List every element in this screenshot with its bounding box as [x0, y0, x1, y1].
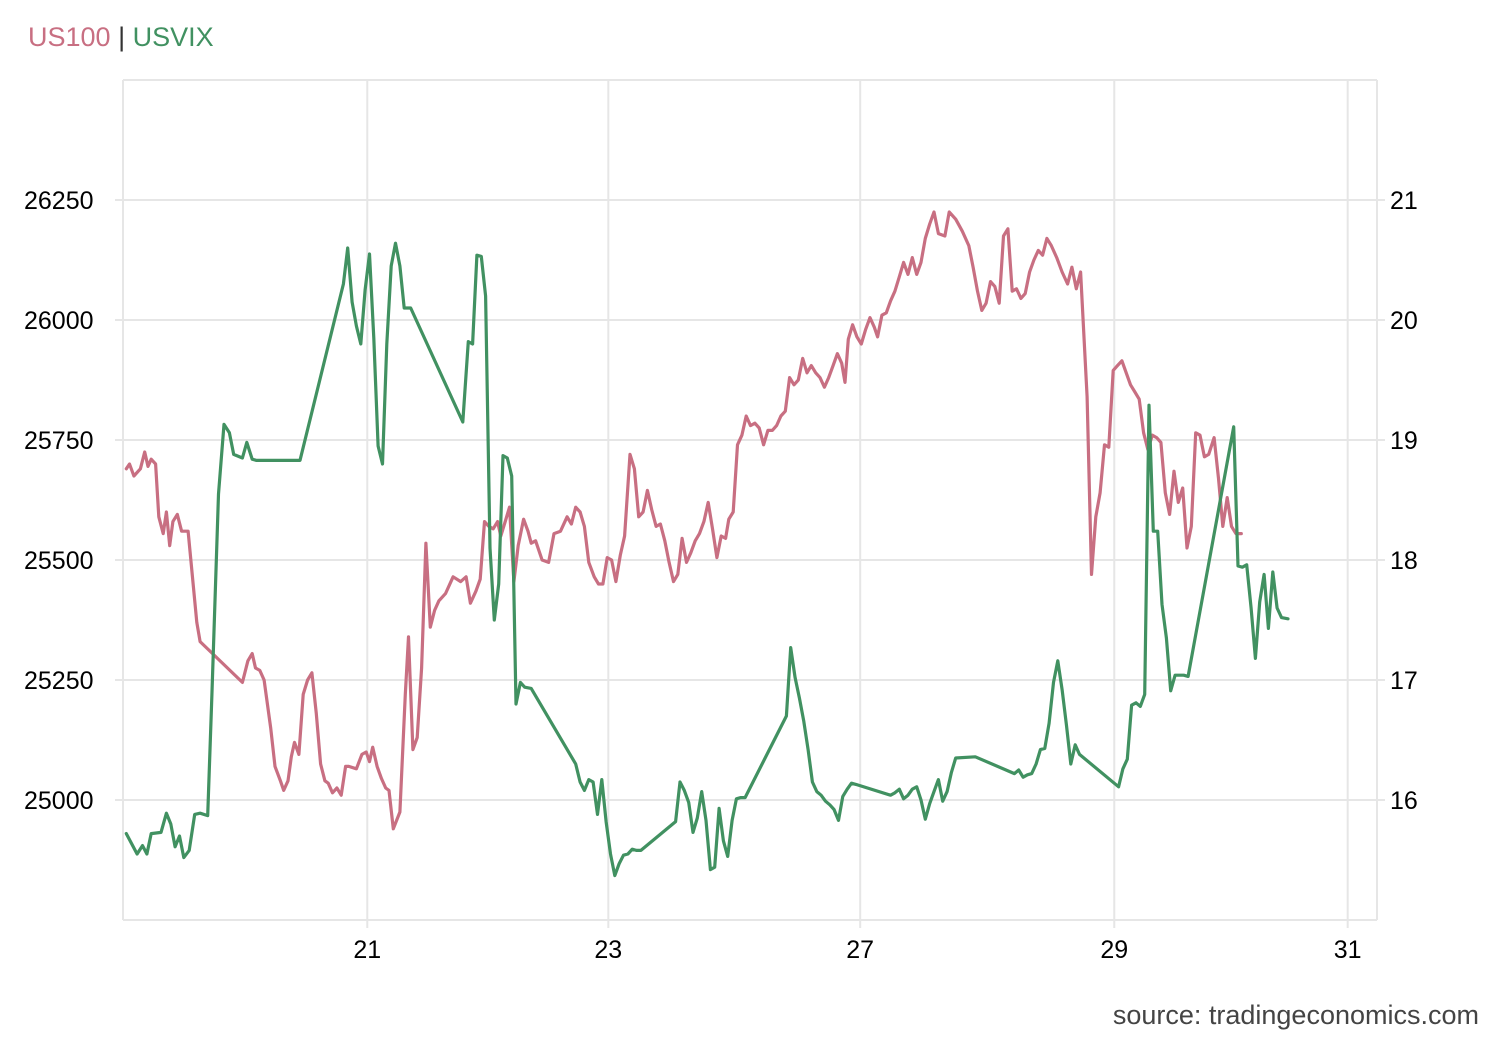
chart-series	[124, 210, 1290, 878]
series-line-us100	[124, 210, 1243, 831]
y-left-tick-label: 26250	[24, 187, 94, 215]
x-tick-label: 23	[594, 936, 622, 964]
y-left-tick-label: 25250	[24, 667, 94, 695]
y-right-tick-label: 20	[1390, 307, 1418, 335]
y-right-tick-label: 17	[1390, 667, 1418, 695]
y-left-tick-label: 25750	[24, 427, 94, 455]
legend-separator: |	[110, 22, 133, 52]
chart-grid	[115, 79, 1385, 928]
y-right-tick-label: 19	[1390, 427, 1418, 455]
y-left-tick-label: 25500	[24, 547, 94, 575]
legend-usvix: USVIX	[132, 22, 214, 52]
y-right-tick-label: 18	[1390, 547, 1418, 575]
x-tick-label: 27	[846, 936, 874, 964]
x-tick-label: 29	[1100, 936, 1128, 964]
x-tick-label: 31	[1334, 936, 1362, 964]
y-left-tick-label: 25000	[24, 787, 94, 815]
legend-us100: US100	[28, 22, 111, 52]
series-line-usvix	[124, 241, 1290, 878]
source-attribution: source: tradingeconomics.com	[1112, 1000, 1479, 1030]
chart-legend: US100 | USVIX	[28, 22, 214, 53]
y-right-tick-label: 21	[1390, 187, 1418, 215]
y-right-tick-label: 16	[1390, 787, 1418, 815]
x-tick-label: 21	[353, 936, 381, 964]
y-left-tick-label: 26000	[24, 307, 94, 335]
chart-ticks: 25000 25250 25500 25750 26000 26250 16 17 18 19 20…	[24, 187, 1418, 964]
